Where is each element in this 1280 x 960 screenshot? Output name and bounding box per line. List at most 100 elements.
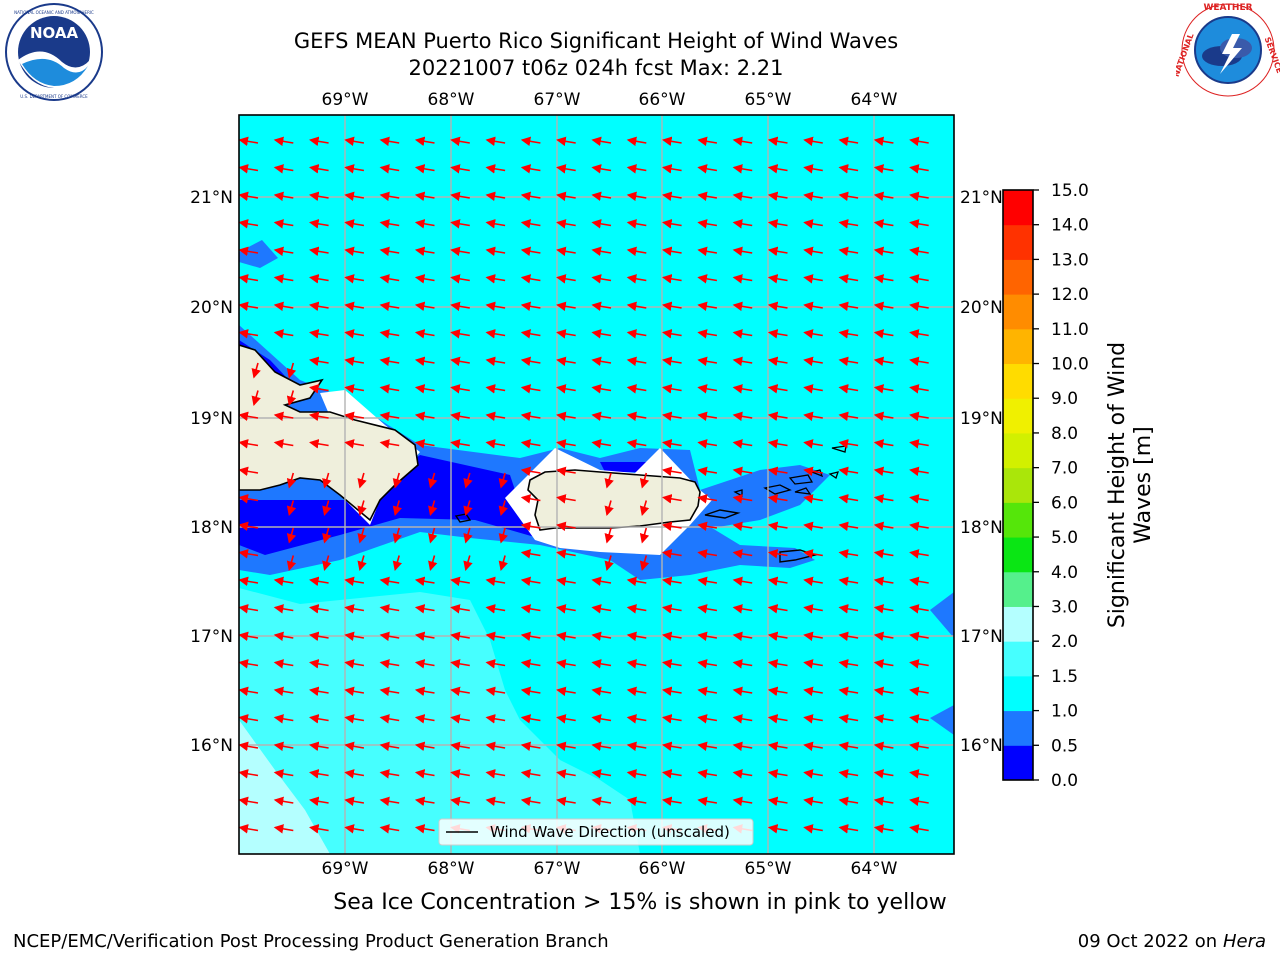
noaa-logo-text: NOAA [30,24,79,42]
wave-direction-arrow [414,274,435,284]
wave-direction-arrow [838,246,859,257]
wave-direction-arrow [732,246,753,257]
wave-direction-arrow [767,549,788,559]
wave-direction-arrow [414,384,435,394]
wave-direction-arrow [239,136,259,147]
wave-direction-arrow [414,714,435,724]
wave-direction-arrow [767,494,788,504]
wave-direction-arrow [626,356,647,367]
wave-direction-arrow [767,521,788,532]
wave-direction-arrow [344,219,365,229]
lon-label-bottom: 66°W [639,859,686,879]
lon-label-top: 64°W [851,90,898,110]
wave-direction-arrow [309,686,329,697]
wave-direction-arrow [485,356,506,367]
colorbar-tick-label: 1.5 [1051,667,1078,687]
wind-wave-direction-arrows [239,136,929,834]
wave-direction-arrow [485,301,506,312]
wave-direction-arrow [344,136,365,147]
wave-direction-arrow [909,796,929,807]
wave-direction-arrow [697,576,718,587]
wave-direction-arrow [309,191,329,202]
wave-direction-arrow [909,246,929,257]
wave-direction-arrow [239,439,259,449]
wave-direction-arrow [732,164,753,174]
wave-direction-arrow [344,246,365,257]
wave-direction-arrow [838,494,859,504]
wave-direction-arrow [767,246,788,257]
wave-direction-arrow [520,741,541,752]
colorbar-segment [1003,259,1033,295]
wave-direction-arrow [392,472,403,489]
wave-direction-arrow [662,136,682,147]
wave-direction-arrow [520,439,541,449]
wave-direction-arrow [909,439,929,449]
wave-direction-arrow [239,604,259,614]
wave-direction-arrow [803,411,823,422]
wave-direction-arrow [697,494,718,504]
wave-direction-arrow [414,301,435,312]
colorbar-tick-label: 14.0 [1051,216,1089,236]
wave-direction-arrow [556,384,576,394]
wave-direction-arrow [909,631,929,642]
wave-direction-arrow [803,494,823,504]
wave-direction-arrow [732,714,753,724]
wave-direction-arrow [591,439,612,449]
wave-direction-arrow [344,631,365,642]
wave-direction-arrow [520,686,541,697]
legend-label: Wind Wave Direction (unscaled) [490,823,730,841]
wave-direction-arrow [414,824,435,834]
wave-direction-arrow [520,796,541,807]
colorbar-tick-label: 9.0 [1051,389,1078,409]
wave-direction-arrow [591,164,612,174]
wave-direction-arrow [662,329,682,339]
wave-direction-arrow [309,219,329,229]
wave-direction-arrow [803,796,823,807]
wave-direction-arrow [414,164,435,174]
colorbar-label-line1: Significant Height of Wind [1105,342,1130,628]
wave-direction-arrow [273,136,294,147]
colorbar-tick-label: 13.0 [1051,250,1089,270]
wave-direction-arrow [344,411,365,422]
land-mona [454,513,472,523]
wave-direction-arrow [697,521,718,532]
wave-direction-arrow [379,631,400,642]
wave-direction-arrow [697,329,718,339]
wave-direction-arrow [639,555,650,572]
wave-direction-arrow [732,301,753,312]
wave-direction-arrow [392,500,403,517]
wave-patch-east1 [930,592,954,638]
wave-direction-arrow [379,659,400,669]
wave-direction-arrow [344,796,365,807]
colorbar-segment [1003,710,1033,746]
wave-direction-arrow [239,494,259,504]
wave-direction-arrow [450,301,470,312]
wave-direction-arrow [662,164,682,174]
wave-direction-arrow [662,494,682,504]
wave-direction-arrow [767,686,788,697]
wave-direction-arrow [239,164,259,174]
wave-direction-arrow [556,686,576,697]
colorbar-segment [1003,537,1033,573]
wave-direction-arrow [322,527,332,544]
wave-direction-arrow [697,466,718,477]
wave-direction-arrow [591,714,612,724]
wave-direction-arrow [556,439,576,449]
wave-direction-arrow [556,301,576,312]
wave-direction-arrow [591,136,612,147]
wave-direction-arrow [873,301,894,312]
colorbar-tick-label: 8.0 [1051,424,1078,444]
wave-direction-arrow [591,246,612,257]
wave-direction-arrow [239,576,259,587]
colorbar-segment [1003,467,1033,503]
wave-direction-arrow [662,769,682,779]
wave-direction-arrow [309,604,329,614]
wave-direction-arrow [309,384,329,394]
wave-direction-arrow [414,356,435,367]
wave-direction-arrow [662,576,682,587]
host-text: Hera [1222,931,1266,952]
wave-direction-arrow [520,246,541,257]
wave-direction-arrow [344,356,365,367]
wave-direction-arrow [450,219,470,229]
wave-field-2.0-3.0 [239,720,330,854]
